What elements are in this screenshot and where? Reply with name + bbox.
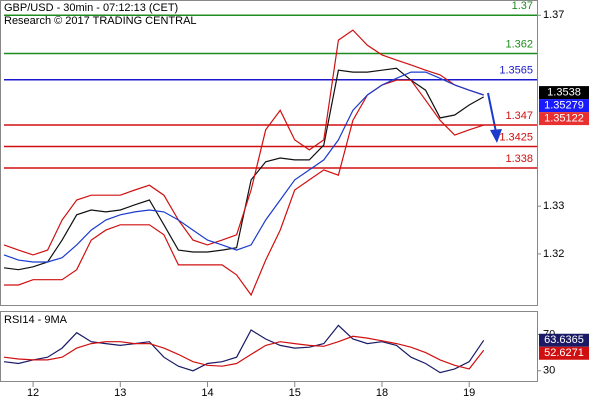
price-tag bbox=[539, 86, 589, 100]
price-tag-label: 1.3538 bbox=[547, 87, 581, 99]
series-line bbox=[3, 335, 485, 370]
series-line bbox=[4, 79, 484, 297]
y-tick-label: 30 bbox=[543, 365, 555, 377]
rsi-title: RSI14 - 9MA bbox=[4, 314, 68, 326]
series-line bbox=[3, 324, 485, 374]
x-tick-label: 14 bbox=[201, 387, 213, 399]
x-tick-label: 13 bbox=[114, 387, 126, 399]
level-label: 1.338 bbox=[505, 153, 533, 165]
price-tag bbox=[539, 333, 589, 347]
main-panel bbox=[0, 0, 538, 306]
price-tag bbox=[539, 346, 589, 360]
x-tick-label: 18 bbox=[376, 387, 388, 399]
y-tick-label: 1.32 bbox=[543, 248, 564, 260]
price-tag bbox=[539, 112, 589, 126]
x-tick-label: 19 bbox=[463, 387, 475, 399]
chart-subtitle: Research © 2017 TRADING CENTRAL bbox=[4, 15, 197, 27]
price-tag bbox=[539, 99, 589, 113]
level-label: 1.362 bbox=[505, 38, 533, 50]
rsi-panel bbox=[0, 311, 538, 382]
level-label: 1.3425 bbox=[499, 131, 533, 143]
price-tag-label: 1.35279 bbox=[544, 100, 584, 112]
y-tick-label: 1.37 bbox=[543, 9, 564, 21]
x-tick-label: 12 bbox=[27, 387, 39, 399]
level-label: 1.3565 bbox=[499, 65, 533, 77]
chart-title: GBP/USD - 30min - 07:12:13 (CET) bbox=[4, 2, 178, 14]
level-label: 1.347 bbox=[505, 110, 533, 122]
series-line bbox=[3, 29, 484, 256]
price-tag-label: 1.35122 bbox=[544, 113, 584, 125]
price-tag-label: 63.6365 bbox=[544, 334, 584, 346]
forecast-arrow-head bbox=[490, 129, 502, 143]
series-line bbox=[3, 71, 484, 263]
level-label: 1.37 bbox=[512, 0, 533, 12]
y-tick-label: 1.33 bbox=[543, 200, 564, 212]
x-tick-label: 15 bbox=[289, 387, 301, 399]
price-tag-label: 52.6271 bbox=[544, 347, 584, 359]
